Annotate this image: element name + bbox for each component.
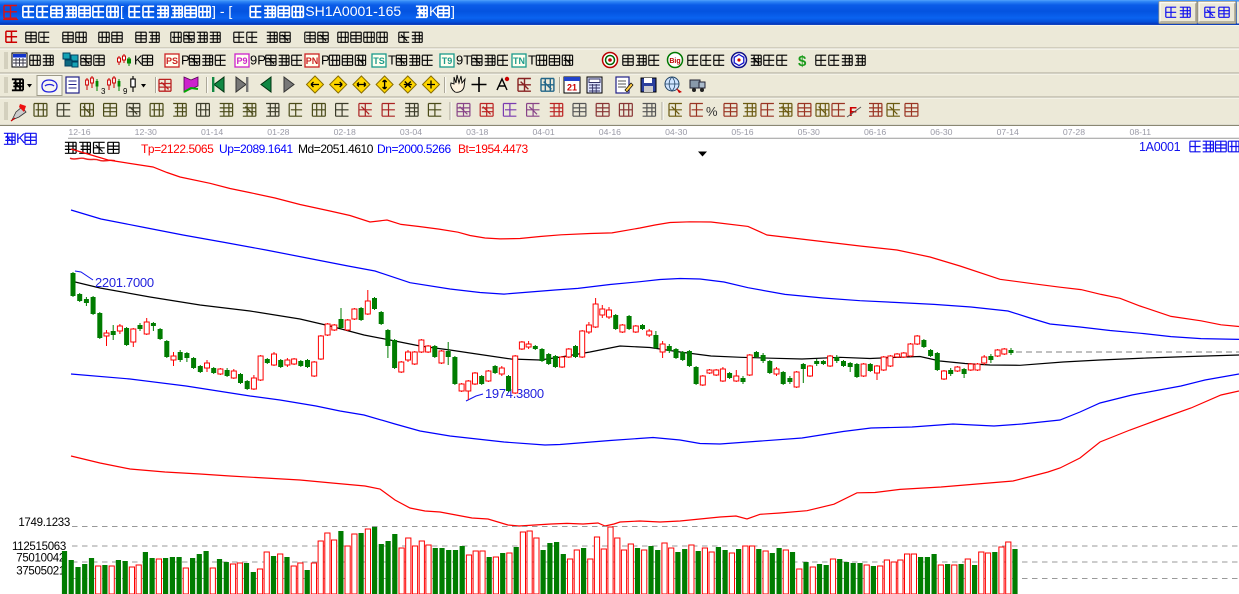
svg-text:75010042: 75010042 — [16, 553, 65, 565]
svg-text:] - [: ] - [ — [212, 3, 232, 19]
svg-text:01-28: 01-28 — [267, 127, 289, 137]
svg-text:T: T — [528, 52, 536, 67]
svg-text:T: T — [388, 52, 396, 67]
svg-text:12-30: 12-30 — [135, 127, 157, 137]
svg-text:04-01: 04-01 — [532, 127, 554, 137]
svg-text:[: [ — [120, 3, 124, 19]
svg-text:PS: PS — [166, 56, 178, 66]
svg-text:%: % — [706, 104, 718, 119]
svg-text:05-30: 05-30 — [798, 127, 820, 137]
svg-text:2201.7000: 2201.7000 — [95, 275, 154, 290]
svg-text:03-04: 03-04 — [400, 127, 422, 137]
svg-text:01-14: 01-14 — [201, 127, 223, 137]
svg-text:07-28: 07-28 — [1063, 127, 1085, 137]
svg-text:03-18: 03-18 — [466, 127, 488, 137]
svg-text:]: ] — [451, 3, 455, 19]
svg-text:PN: PN — [306, 56, 319, 66]
svg-text:SH1A0001-165: SH1A0001-165 — [305, 3, 401, 19]
svg-text:P: P — [321, 52, 330, 67]
svg-text:$: $ — [798, 53, 807, 70]
svg-text:37505021: 37505021 — [16, 566, 65, 578]
svg-text:04-30: 04-30 — [665, 127, 687, 137]
svg-text:F: F — [849, 104, 857, 119]
svg-text:07-14: 07-14 — [997, 127, 1019, 137]
svg-text:04-16: 04-16 — [599, 127, 621, 137]
svg-text:08-11: 08-11 — [1130, 127, 1152, 137]
svg-text:Big: Big — [669, 58, 680, 65]
svg-text:1A0001: 1A0001 — [1139, 140, 1181, 154]
svg-text:21: 21 — [567, 83, 577, 93]
svg-text:TS: TS — [373, 56, 385, 66]
svg-text:9: 9 — [123, 87, 128, 96]
svg-text:112515063: 112515063 — [12, 541, 66, 553]
svg-text:9P: 9P — [250, 52, 266, 67]
svg-text:Tp=2122.5065: Tp=2122.5065 — [141, 142, 214, 156]
svg-text:TN: TN — [513, 56, 525, 66]
svg-text:06-16: 06-16 — [864, 127, 886, 137]
svg-text:Dn=2000.5266: Dn=2000.5266 — [377, 142, 451, 156]
svg-text:06-30: 06-30 — [930, 127, 952, 137]
svg-text:P: P — [181, 52, 190, 67]
svg-text:T9: T9 — [442, 56, 453, 66]
svg-text:3: 3 — [101, 87, 106, 96]
svg-text:02-18: 02-18 — [334, 127, 356, 137]
svg-text:Md=2051.4610: Md=2051.4610 — [298, 142, 374, 156]
svg-text:K: K — [429, 3, 439, 19]
svg-text:12-16: 12-16 — [68, 127, 90, 137]
svg-text:05-16: 05-16 — [731, 127, 753, 137]
svg-text:K: K — [134, 52, 143, 67]
svg-text:Bt=1954.4473: Bt=1954.4473 — [458, 142, 528, 156]
svg-text:P9: P9 — [236, 56, 247, 66]
svg-text:K: K — [16, 130, 26, 146]
svg-text:9T: 9T — [456, 52, 471, 67]
svg-text:Up=2089.1641: Up=2089.1641 — [219, 142, 293, 156]
svg-text:1749.1233: 1749.1233 — [18, 517, 70, 529]
